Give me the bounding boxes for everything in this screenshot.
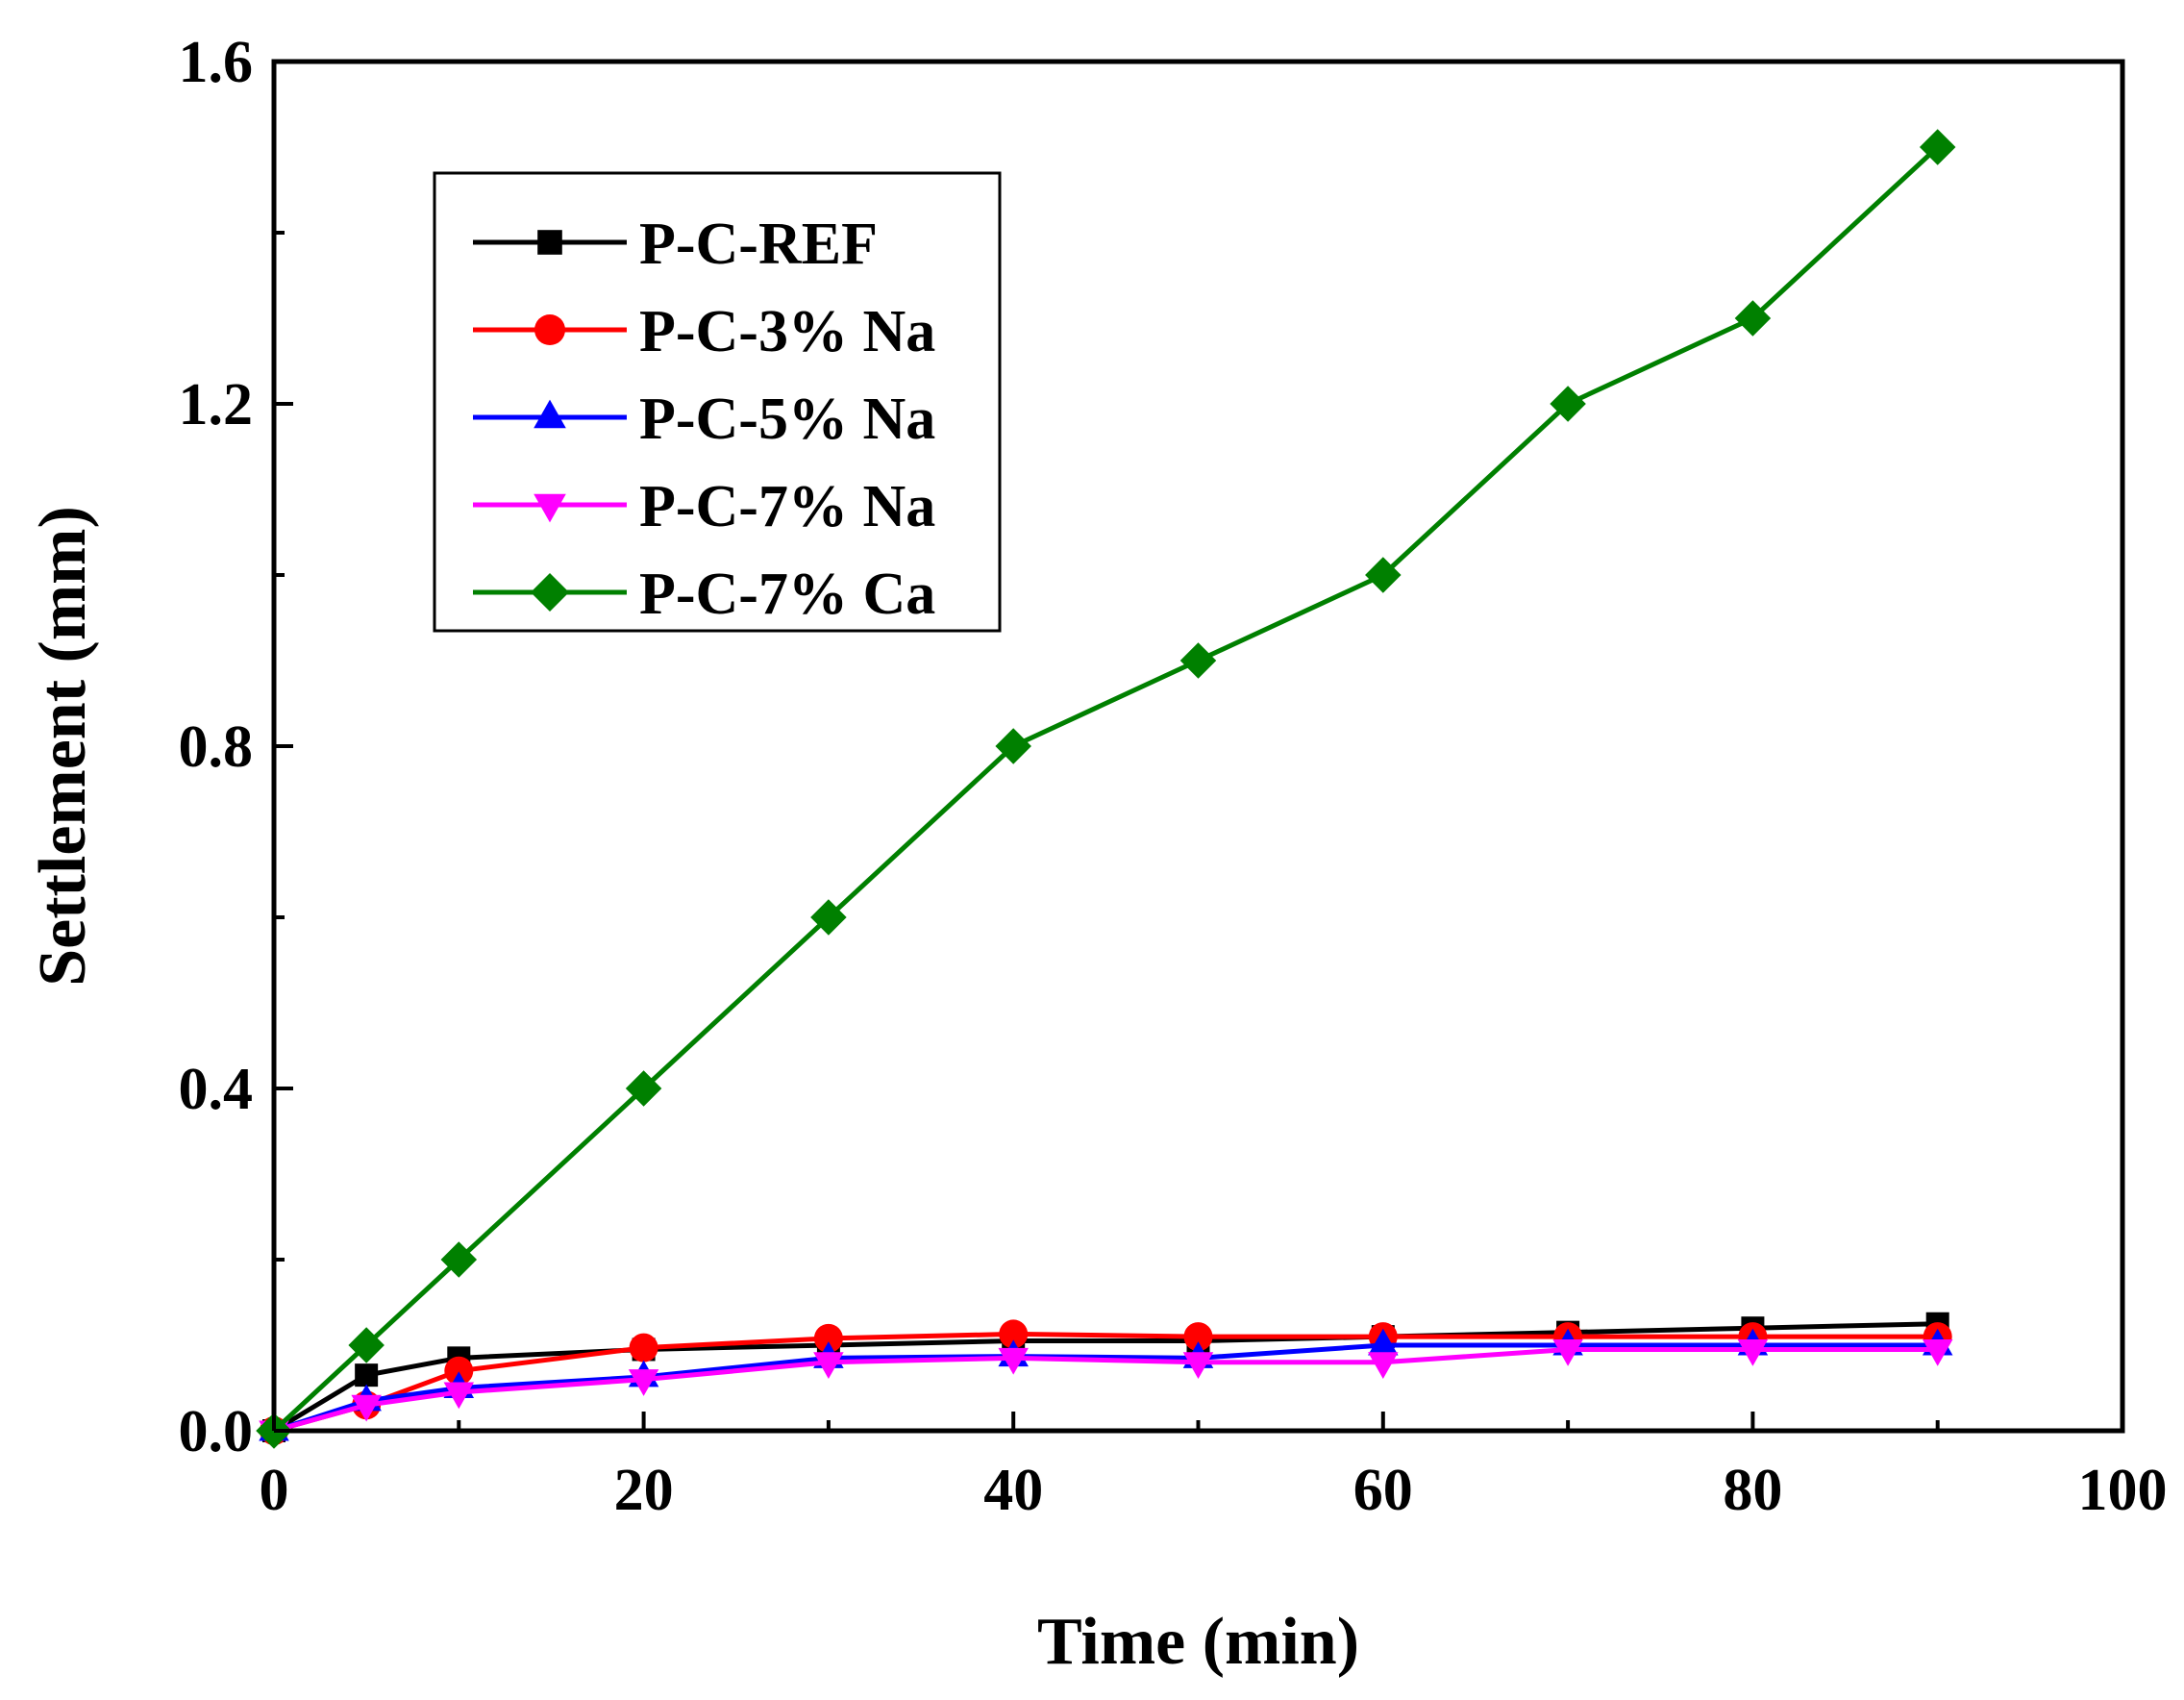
- series-4: [256, 129, 1956, 1449]
- legend-entry: P-C-7% Ca: [473, 562, 935, 627]
- legend-entry: P-C-3% Na: [473, 299, 935, 364]
- data-point: [628, 1369, 659, 1396]
- x-tick-label: 40: [983, 1458, 1043, 1523]
- legend-marker: [534, 493, 566, 523]
- legend-label: P-C-5% Na: [639, 387, 935, 452]
- y-tick-label: 1.6: [179, 30, 254, 95]
- data-point: [999, 1319, 1029, 1349]
- x-tick-label: 20: [614, 1458, 674, 1523]
- legend-entry: P-C-REF: [473, 212, 878, 277]
- x-axis: 0 20 40 60 80 100: [260, 1412, 2168, 1523]
- x-tick-label: 0: [260, 1458, 289, 1523]
- y-tick-label: 0.0: [179, 1399, 254, 1464]
- data-point: [1368, 1352, 1399, 1380]
- series-layer: [256, 129, 1956, 1449]
- data-point: [348, 1327, 385, 1363]
- legend-marker: [537, 230, 562, 255]
- legend-entry: P-C-5% Na: [473, 387, 935, 452]
- data-point: [1922, 1338, 1953, 1366]
- data-point: [440, 1241, 478, 1278]
- legend-marker: [534, 399, 566, 429]
- data-point: [1179, 642, 1217, 679]
- legend-marker: [534, 314, 565, 345]
- data-point: [813, 1323, 843, 1353]
- legend-label: P-C-3% Na: [639, 299, 935, 364]
- data-point: [1368, 1328, 1399, 1356]
- data-point: [995, 728, 1031, 764]
- y-tick-label: 0.8: [179, 714, 254, 780]
- series-0: [262, 1312, 1949, 1442]
- legend: P-C-REF P-C-3% Na P-C-5% Na P-C-7% Na P-C-7%…: [433, 171, 1002, 633]
- series-line: [272, 1321, 1938, 1434]
- legend-box: [433, 171, 1002, 633]
- data-point: [1737, 1338, 1769, 1366]
- legend-label: P-C-7% Na: [639, 474, 935, 539]
- x-tick-label: 80: [1723, 1458, 1782, 1523]
- data-point: [351, 1394, 382, 1422]
- plot-area: 0 20 40 60 80 100 0.0 0.4 0.8 1.2 1.6: [179, 30, 2168, 1523]
- x-tick-label: 60: [1353, 1458, 1413, 1523]
- x-axis-title: Time (min): [1037, 1605, 1359, 1679]
- y-axis: 0.0 0.4 0.8 1.2 1.6: [179, 30, 293, 1464]
- data-point: [1365, 557, 1402, 593]
- x-tick-label: 100: [2078, 1458, 2168, 1523]
- data-point: [998, 1347, 1029, 1375]
- data-point: [813, 1352, 844, 1380]
- legend-entry: P-C-7% Na: [473, 474, 935, 539]
- legend-marker: [531, 573, 569, 612]
- data-point: [355, 1363, 379, 1388]
- y-tick-label: 0.4: [179, 1057, 254, 1122]
- data-point: [444, 1356, 474, 1386]
- data-point: [1552, 1338, 1583, 1366]
- data-point: [1919, 129, 1956, 165]
- data-point: [1183, 1322, 1213, 1352]
- y-tick-label: 1.2: [179, 372, 254, 438]
- data-point: [625, 1070, 662, 1107]
- legend-label: P-C-7% Ca: [639, 562, 935, 627]
- data-point: [1182, 1352, 1214, 1380]
- data-point: [1550, 386, 1586, 422]
- y-axis-title: Settlement (mm): [26, 506, 100, 987]
- data-point: [810, 899, 847, 936]
- data-point: [1734, 300, 1772, 337]
- legend-label: P-C-REF: [639, 212, 878, 277]
- data-point: [629, 1333, 658, 1362]
- series-2: [259, 1328, 1953, 1441]
- data-point: [443, 1382, 475, 1410]
